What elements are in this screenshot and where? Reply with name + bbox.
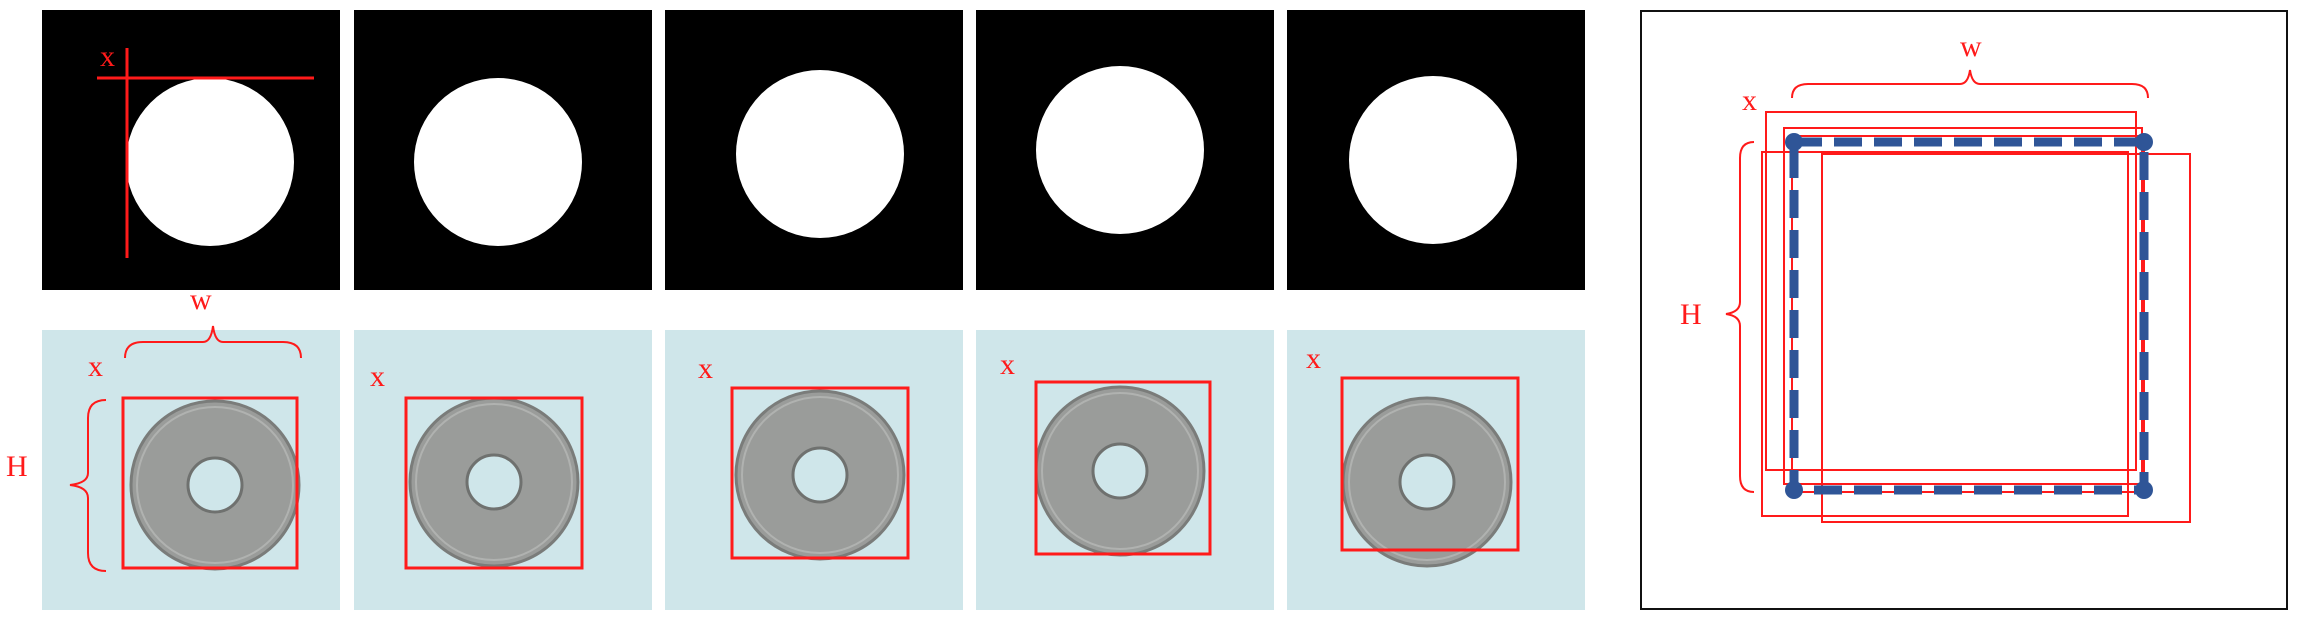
mask-panel-1: x [42, 10, 340, 290]
summary-x-label: x [1742, 84, 1757, 117]
mask-blob-3 [736, 70, 904, 238]
photo-panel-2 [354, 330, 652, 610]
candidate-box-5 [1791, 135, 2145, 493]
w-brace [124, 325, 302, 359]
x-label-photo-3: x [698, 352, 713, 385]
candidate-box-3 [1761, 151, 2129, 517]
h-brace [69, 399, 107, 572]
x-label-photo-4: x [1000, 348, 1015, 381]
mask-panel-4 [976, 10, 1274, 290]
summary-w-label: w [1960, 30, 1982, 63]
bounding-box-1 [121, 396, 299, 570]
x-label-photo-2: x [370, 360, 385, 393]
washer-3 [730, 386, 910, 561]
final-box [1789, 137, 2149, 495]
washer-5 [1340, 376, 1520, 568]
candidate-box-1 [1765, 111, 2137, 471]
summary-w-brace [1791, 69, 2149, 99]
photo-panel-4 [976, 330, 1274, 610]
washer-1 [121, 396, 301, 571]
summary-h-label: H [1680, 298, 1702, 331]
photo-panel-1 [42, 330, 340, 610]
photo-panel-5 [1287, 330, 1585, 610]
candidate-box-4 [1821, 153, 2191, 523]
x-label-mask: x [100, 40, 115, 73]
w-label: w [190, 283, 212, 316]
mask-blob-5 [1349, 76, 1517, 244]
bounding-box-2 [404, 396, 584, 570]
x-label-photo-1: x [88, 350, 103, 383]
final-box-corner-bl [1785, 481, 1803, 499]
bounding-box-3 [730, 386, 910, 560]
final-box-corner-tr [2135, 133, 2153, 151]
mask-panel-5 [1287, 10, 1585, 290]
photo-panel-3 [665, 330, 963, 610]
washer-2 [404, 396, 584, 570]
bounding-box-4 [1034, 380, 1212, 556]
candidate-box-2 [1783, 127, 2143, 485]
mask-panel-3 [665, 10, 963, 290]
mask-blob-2 [414, 78, 582, 246]
summary-panel: w x H [1640, 10, 2288, 610]
h-label: H [6, 450, 28, 483]
final-box-corner-tl [1785, 133, 1803, 151]
mask-panel-2 [354, 10, 652, 290]
summary-h-brace [1725, 141, 1755, 493]
mask-blob-4 [1036, 66, 1204, 234]
mask-blob-1 [97, 48, 314, 258]
bounding-box-5 [1340, 376, 1520, 552]
washer-4 [1034, 380, 1212, 557]
x-label-photo-5: x [1306, 342, 1321, 375]
summary-boxes [1725, 69, 2191, 523]
final-box-corner-br [2135, 481, 2153, 499]
